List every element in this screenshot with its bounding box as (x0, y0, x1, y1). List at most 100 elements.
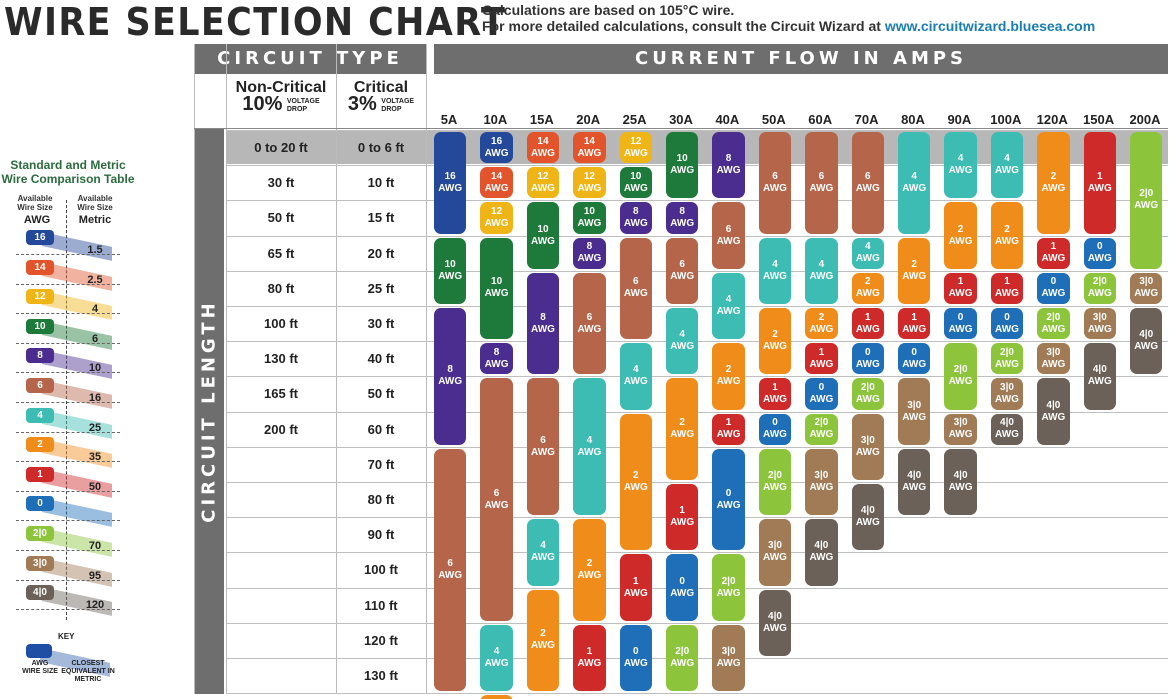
wire-gauge: 6 (540, 434, 546, 446)
wire-pill-80A-4awg: 4 AWG (898, 132, 931, 234)
comparison-row: 16 1.5 (0, 230, 136, 264)
comparison-rule (16, 609, 120, 611)
awg-unit: AWG (1041, 182, 1066, 194)
wire-pill-70A-4-0awg: 4|0 AWG (851, 484, 884, 551)
wire-pill-90A-4-0awg: 4|0 AWG (944, 448, 977, 516)
awg-unit: AWG (623, 147, 648, 159)
wire-gauge: 4 (725, 293, 732, 305)
awg-unit: AWG (948, 376, 973, 388)
wire-pill-40A-6awg: 6 AWG (712, 202, 745, 269)
awg-unit: AWG (763, 481, 787, 493)
amp-header-50A: 50A (761, 112, 786, 127)
awg-unit: AWG (1041, 411, 1066, 423)
wire-gauge: 1 (1004, 276, 1010, 288)
wire-pill-90A-1awg: 1 AWG (944, 272, 977, 304)
awg-unit: AWG (670, 217, 695, 229)
wire-pill-120A-1awg: 1 AWG (1037, 237, 1070, 269)
wire-pill-200A-2-0awg: 2|0 AWG (1130, 132, 1163, 269)
non-critical-length: 130 ft (264, 351, 298, 367)
wire-gauge: 10 (676, 153, 688, 165)
awg-unit: AWG (763, 429, 787, 441)
calculation-note: Calculations are based on 105°C wire. Fo… (482, 2, 1095, 34)
awg-unit: AWG (577, 147, 602, 159)
wire-pill-15A-14awg: 14 AWG (526, 132, 560, 164)
wire-gauge: 2|0 (860, 381, 875, 393)
wire-gauge: 12 (630, 135, 642, 147)
wire-pill-70A-2awg: 2 AWG (851, 272, 884, 304)
wire-gauge: 10 (444, 258, 456, 270)
wire-pill-15A-4awg: 4 AWG (526, 519, 560, 586)
note-line-1: Calculations are based on 105°C wire. (482, 2, 735, 18)
wire-gauge: 2|0 (1000, 346, 1014, 358)
grid-vline (336, 44, 337, 694)
wire-pill-10A-14awg: 14 AWG (480, 167, 513, 199)
wire-gauge: 3|0 (953, 417, 968, 429)
wire-pill-100A-4awg: 4 AWG (990, 132, 1024, 199)
wire-gauge: 10 (630, 170, 642, 182)
wire-pill-50A-2-0awg: 2|0 AWG (758, 448, 792, 516)
critical-length: 70 ft (367, 456, 395, 472)
comparison-metric: 25 (88, 421, 102, 434)
comparison-rule (16, 372, 120, 374)
wire-gauge: 3|0 (814, 469, 829, 481)
circuit-type-header: CIRCUIT TYPE (194, 44, 426, 74)
wire-pill-70A-4awg: 4 AWG (851, 237, 884, 269)
wire-gauge: 6 (633, 276, 639, 288)
comparison-row: 4 25 (0, 407, 136, 442)
wire-gauge: 6 (493, 487, 500, 499)
wire-pill-5A-6awg: 6 AWG (434, 448, 467, 692)
wire-pill-50A-6awg: 6 AWG (758, 132, 792, 234)
wire-gauge: 3|0 (1046, 346, 1061, 358)
awg-unit: AWG (809, 323, 834, 335)
wire-gauge: 4|0 (1046, 399, 1061, 411)
awg-unit: AWG (1134, 200, 1159, 212)
critical-header: Critical 3% VOLTAGE DROP (336, 80, 426, 115)
wire-gauge: 4 (1004, 153, 1010, 165)
grid-hline (226, 306, 1168, 307)
awg-unit: AWG (902, 481, 927, 493)
comparison-rule (16, 461, 120, 463)
awg-unit: AWG (716, 305, 741, 317)
wire-pill-10A-8awg: 8 AWG (480, 343, 513, 375)
comparison-rule (16, 342, 120, 344)
awg-unit: AWG (1087, 182, 1112, 194)
comparison-row: 6 16 (0, 378, 136, 412)
awg-unit: AWG (1041, 288, 1066, 300)
circuit-wizard-link[interactable]: www.circuitwizard.bluesea.com (884, 18, 1096, 34)
wire-pill-70A-0awg: 0 AWG (851, 343, 884, 375)
wire-pill-15A-8awg: 8 AWG (526, 272, 560, 375)
awg-unit: AWG (484, 657, 509, 669)
wire-gauge: 8 (725, 153, 732, 165)
awg-unit: AWG (763, 270, 787, 282)
wire-gauge: 3|0 (907, 399, 922, 411)
non-critical-length: 100 ft (264, 316, 298, 331)
wire-pill-40A-2-0awg: 2|0 AWG (712, 554, 745, 621)
wire-gauge: 1 (772, 381, 778, 393)
wire-pill-60A-2awg: 2 AWG (805, 308, 838, 340)
awg-unit: AWG (855, 182, 880, 194)
awg-unit: AWG (809, 358, 834, 370)
wire-gauge: 3|0 (1000, 381, 1014, 393)
awg-unit: AWG (670, 341, 695, 353)
wire-pill-120A-2awg: 2 AWG (1037, 132, 1070, 234)
wire-gauge: 2 (865, 276, 871, 288)
wire-gauge: 2|0 (1139, 188, 1154, 200)
awg-unit: AWG (670, 587, 695, 599)
wire-pill-40A-3-0awg: 3|0 AWG (712, 624, 745, 692)
grid-vline (194, 44, 195, 694)
grid-vline (226, 44, 227, 694)
wire-gauge: 2 (633, 469, 639, 481)
wire-gauge: 6 (725, 223, 732, 235)
wire-pill-30A-0awg: 0 AWG (666, 554, 699, 621)
wire-pill-80A-0awg: 0 AWG (898, 343, 931, 375)
wire-gauge: 4|0 (768, 610, 782, 622)
wire-gauge: 2 (586, 557, 593, 569)
grid-hline (226, 693, 1168, 695)
comparison-metric: 1.5 (87, 244, 103, 256)
comparison-row: 0 (0, 496, 136, 530)
non-critical-title: Non-Critical (235, 79, 327, 96)
wire-pill-70A-6awg: 6 AWG (851, 132, 884, 234)
wire-pill-10A-4awg: 4 AWG (480, 624, 513, 692)
comparison-rule (16, 431, 120, 433)
wire-gauge: 0 (957, 311, 964, 323)
